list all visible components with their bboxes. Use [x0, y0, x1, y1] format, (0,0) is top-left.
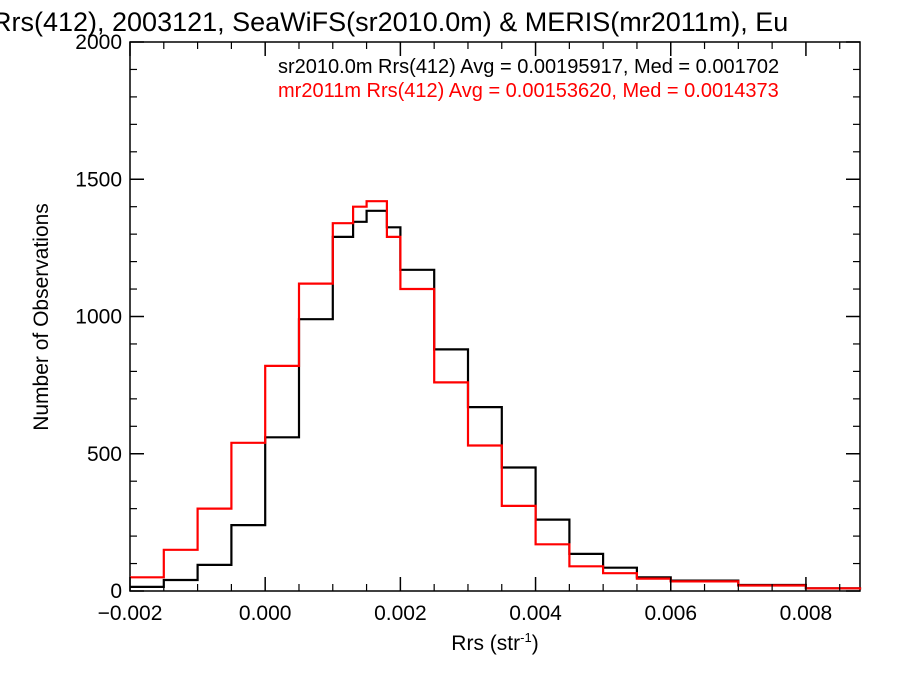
x-axis-label-close: ) — [532, 632, 539, 655]
y-tick-label: 0 — [110, 580, 122, 603]
plot-frame — [129, 41, 861, 592]
x-axis-label-superscript: -1 — [520, 630, 532, 645]
axis-ticks: −0.002 0.000 0.002 0.004 0.006 0.008 0 500 1000 1… — [75, 31, 860, 625]
x-tick-label: 0.008 — [780, 602, 833, 625]
series-line-sr2010.0m — [130, 209, 862, 590]
legend-entry-mr2011: mr2011m Rrs(412) Avg = 0.00153620, Med =… — [278, 80, 779, 102]
y-tick-label: 500 — [87, 443, 122, 466]
y-axis-label: Number of Observations — [30, 203, 53, 431]
y-tick-label: 1000 — [75, 306, 122, 329]
chart-title: Rrs(412), 2003121, SeaWiFS(sr2010.0m) & … — [0, 7, 788, 37]
x-axis-label: Rrs (str-1) — [451, 630, 538, 655]
series-line-mr2011m — [130, 200, 862, 590]
series-layer — [130, 200, 862, 590]
legend-entry-sr2010: sr2010.0m Rrs(412) Avg = 0.00195917, Med… — [278, 56, 779, 78]
x-tick-label: 0.000 — [239, 602, 292, 625]
y-tick-label: 1500 — [75, 168, 122, 191]
x-tick-label: 0.006 — [644, 602, 697, 625]
x-tick-label: −0.002 — [98, 602, 163, 625]
x-tick-label: 0.002 — [374, 602, 427, 625]
x-axis-label-text: Rrs (str — [451, 632, 520, 655]
x-tick-label: 0.004 — [509, 602, 562, 625]
y-tick-label: 2000 — [75, 31, 122, 54]
